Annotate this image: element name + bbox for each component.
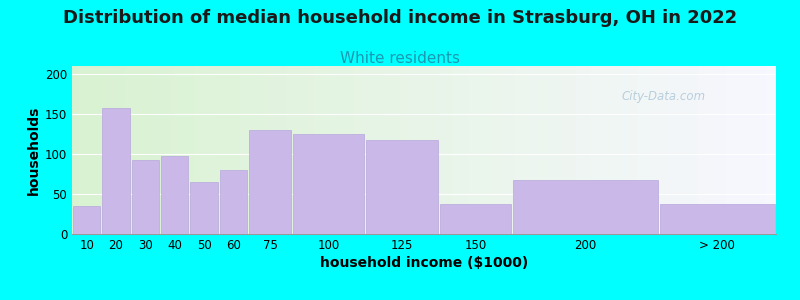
Bar [659, 204, 775, 234]
Bar [293, 134, 365, 234]
Bar [513, 180, 658, 234]
Bar [249, 130, 291, 234]
Text: Distribution of median household income in Strasburg, OH in 2022: Distribution of median household income … [63, 9, 737, 27]
Bar [73, 206, 101, 234]
X-axis label: household income ($1000): household income ($1000) [320, 256, 528, 270]
Text: City-Data.com: City-Data.com [621, 90, 706, 103]
Bar [366, 140, 438, 234]
Text: White residents: White residents [340, 51, 460, 66]
Y-axis label: households: households [26, 105, 41, 195]
Bar [131, 160, 159, 234]
Bar [102, 108, 130, 234]
Bar [161, 156, 189, 234]
Bar [190, 182, 218, 234]
Bar [219, 170, 247, 234]
Bar [439, 204, 511, 234]
